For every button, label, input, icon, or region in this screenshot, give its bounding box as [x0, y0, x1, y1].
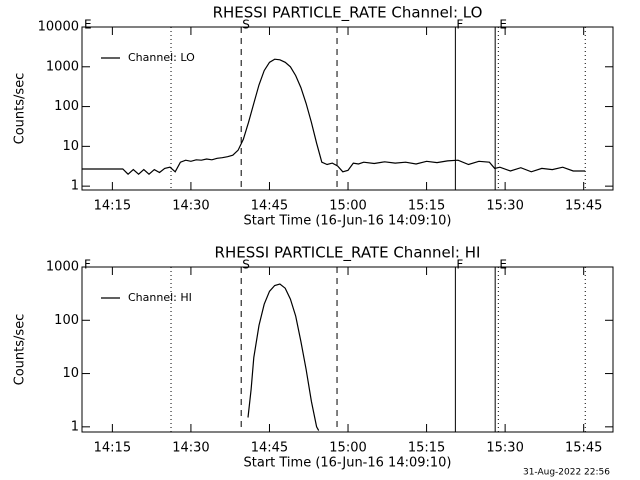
y-tick-label: 1000 — [46, 59, 79, 74]
y-axis-label: Counts/sec — [13, 314, 28, 386]
legend-label: Channel: LO — [128, 51, 195, 64]
y-tick-label: 1 — [71, 179, 79, 194]
x-tick-label: 14:45 — [251, 199, 288, 214]
y-tick-label: 1 — [71, 419, 79, 434]
plot-frame — [81, 26, 614, 191]
x-tick-label: 15:30 — [486, 199, 523, 214]
marker-label: S — [242, 258, 250, 272]
y-tick-label: 100 — [54, 99, 79, 114]
x-tick-label: 15:45 — [565, 199, 602, 214]
marker-label: F — [84, 258, 91, 272]
plot-frame — [81, 266, 614, 433]
x-tick-label: 14:30 — [172, 199, 209, 214]
x-tick-label: 15:15 — [408, 441, 445, 456]
y-tick-label: 10 — [62, 139, 79, 154]
x-tick-label: 15:45 — [565, 441, 602, 456]
footer: 31-Aug-2022 22:56 — [523, 468, 610, 478]
y-tick-label: 1000 — [46, 260, 79, 275]
marker-label: E — [499, 258, 507, 272]
x-tick-label: 14:45 — [251, 441, 288, 456]
chart-title: RHESSI PARTICLE_RATE Channel: LO — [213, 4, 483, 23]
x-tick-label: 14:15 — [94, 199, 131, 214]
x-tick-label: 15:00 — [329, 199, 366, 214]
data-line — [247, 283, 320, 431]
x-axis-label: Start Time (16-Jun-16 14:09:10) — [244, 214, 452, 229]
x-tick-label: 15:30 — [486, 441, 523, 456]
marker-label: F — [456, 258, 463, 272]
y-tick-label: 10 — [62, 366, 79, 381]
x-axis-label: Start Time (16-Jun-16 14:09:10) — [244, 456, 452, 471]
x-tick-label: 14:30 — [172, 441, 209, 456]
x-tick-label: 14:15 — [94, 441, 131, 456]
marker-label: S — [242, 18, 250, 32]
y-tick-label: 10000 — [38, 20, 79, 35]
legend-label: Channel: HI — [128, 291, 192, 304]
marker-label: E — [84, 18, 92, 32]
x-tick-label: 15:15 — [408, 199, 445, 214]
marker-label: E — [499, 18, 507, 32]
marker-label: F — [456, 18, 463, 32]
x-tick-label: 15:00 — [329, 441, 366, 456]
y-axis-label: Counts/sec — [13, 73, 28, 145]
chart-title: RHESSI PARTICLE_RATE Channel: HI — [215, 244, 481, 263]
y-tick-label: 100 — [54, 313, 79, 328]
data-line — [82, 58, 586, 176]
